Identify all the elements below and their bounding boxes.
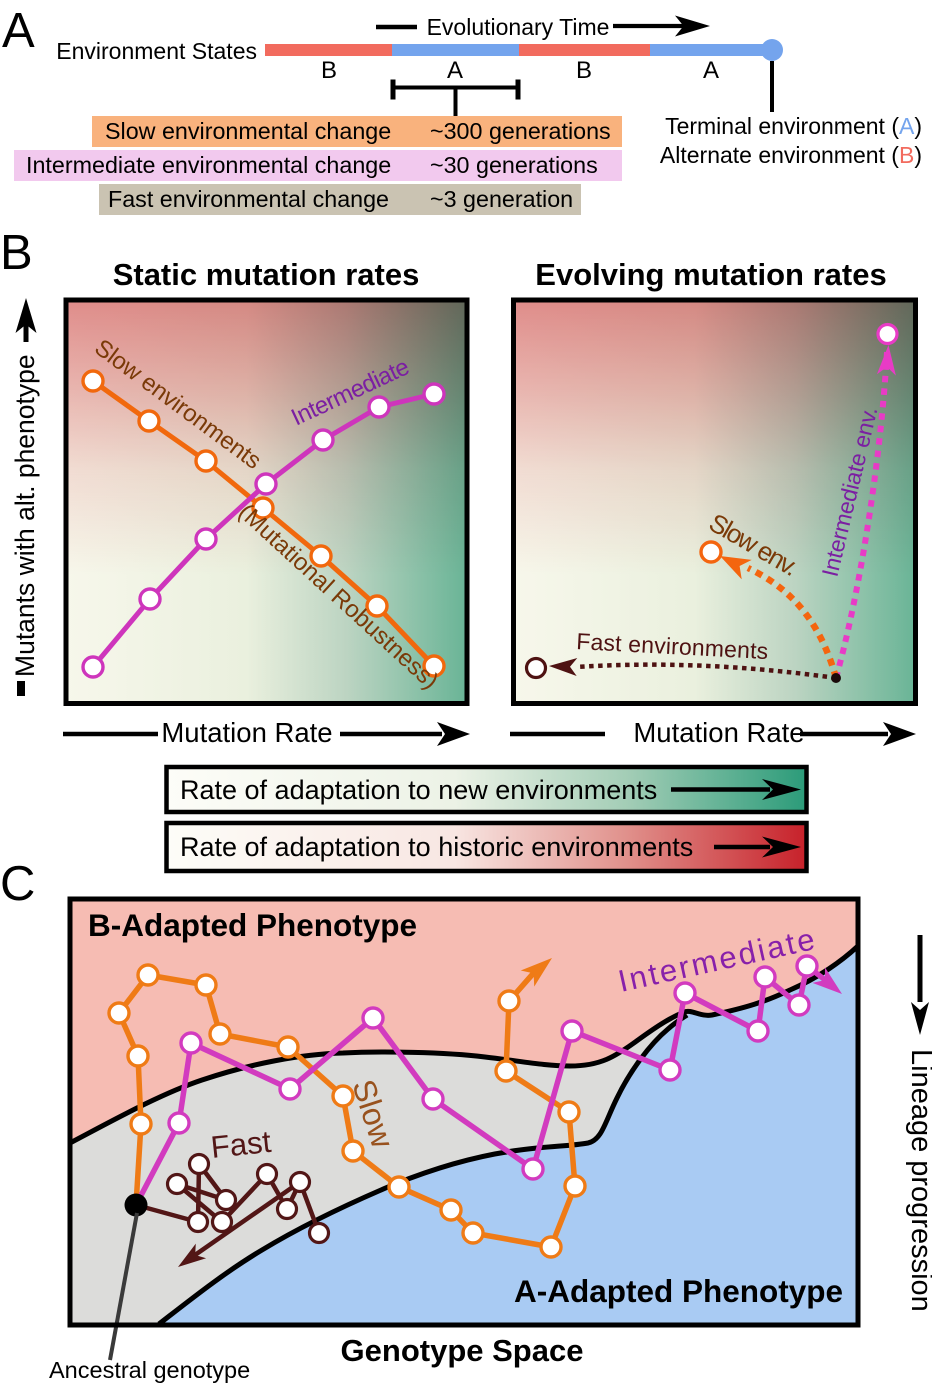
svg-text:Terminal environment (A): Terminal environment (A) [665, 113, 922, 139]
svg-text:Environment States: Environment States [56, 38, 257, 64]
svg-text:Mutation Rate: Mutation Rate [161, 717, 332, 748]
svg-text:Alternate environment (B): Alternate environment (B) [660, 142, 922, 168]
svg-text:Genotype Space: Genotype Space [341, 1333, 584, 1368]
svg-text:A: A [2, 4, 35, 58]
svg-text:Evolving mutation rates: Evolving mutation rates [535, 257, 886, 292]
svg-text:Slow environmental change: Slow environmental change [105, 118, 391, 144]
svg-text:Fast environmental change: Fast environmental change [108, 186, 389, 212]
svg-text:Static mutation rates: Static mutation rates [113, 257, 420, 292]
svg-text:Mutants with alt. phenotype: Mutants with alt. phenotype [10, 354, 40, 677]
svg-text:B: B [321, 57, 337, 84]
svg-text:C: C [0, 857, 35, 911]
svg-text:Lineage progression: Lineage progression [905, 1049, 932, 1312]
svg-text:Ancestral genotype: Ancestral genotype [49, 1357, 250, 1383]
svg-text:Mutation Rate: Mutation Rate [633, 717, 804, 748]
svg-text:~3 generation: ~3 generation [430, 186, 573, 212]
svg-text:Evolutionary Time: Evolutionary Time [427, 14, 610, 40]
svg-text:~30 generations: ~30 generations [430, 152, 598, 178]
svg-text:Intermediate environmental cha: Intermediate environmental change [26, 152, 391, 178]
svg-text:~300 generations: ~300 generations [430, 118, 611, 144]
svg-text:B: B [576, 57, 592, 84]
svg-text:B: B [0, 226, 33, 280]
svg-text:B-Adapted Phenotype: B-Adapted Phenotype [88, 907, 417, 943]
svg-text:A: A [703, 57, 719, 84]
svg-text:A-Adapted Phenotype: A-Adapted Phenotype [514, 1273, 843, 1309]
svg-text:A: A [447, 57, 463, 84]
svg-text:Fast: Fast [209, 1124, 273, 1165]
svg-text:Rate of adaptation to new envi: Rate of adaptation to new environments [180, 775, 657, 805]
svg-text:Rate of adaptation to historic: Rate of adaptation to historic environme… [180, 832, 693, 862]
